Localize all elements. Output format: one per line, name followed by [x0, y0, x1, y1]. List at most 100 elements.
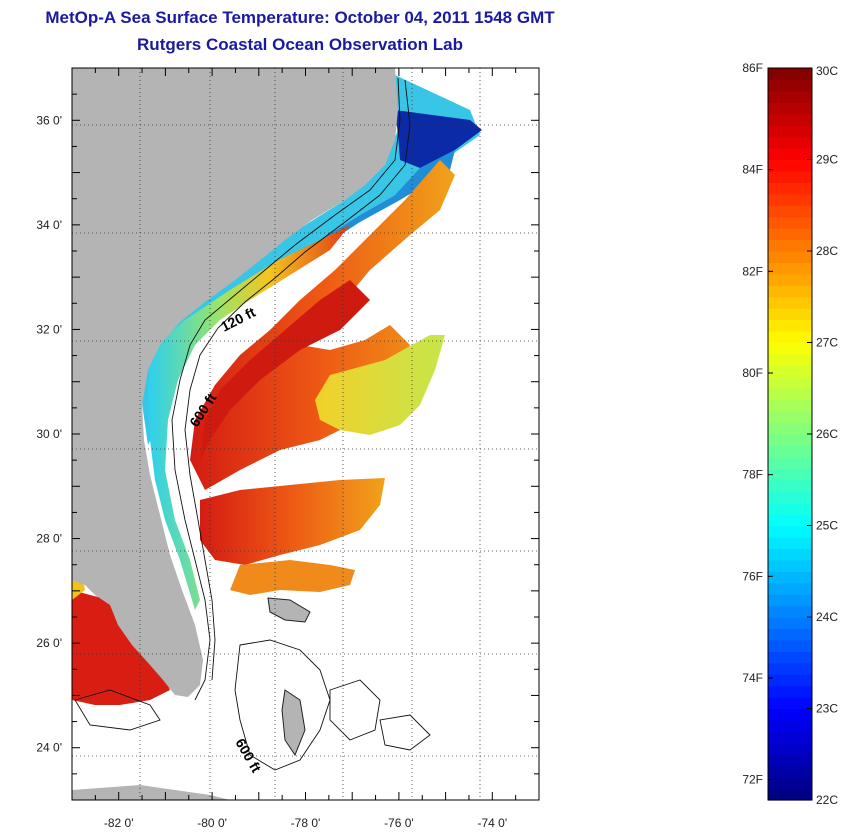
colorbar-band [768, 308, 812, 321]
sst-shelf-band [148, 225, 350, 610]
colorbar-band [768, 617, 812, 630]
colorbar-band [768, 479, 812, 492]
colorbar-fahrenheit-label: 72F [742, 773, 763, 787]
colorbar-band [768, 90, 812, 103]
colorbar-band [768, 788, 812, 801]
lat-tick-label: 24 0' [36, 741, 62, 755]
colorbar-band [768, 193, 812, 206]
colorbar-band [768, 777, 812, 790]
colorbar-band [768, 136, 812, 149]
lat-tick-label: 32 0' [36, 322, 62, 336]
colorbar-band [768, 742, 812, 755]
colorbar-band [768, 170, 812, 183]
colorbar-band [768, 559, 812, 572]
colorbar-band [768, 353, 812, 366]
colorbar-band [768, 422, 812, 435]
colorbar-celsius-label: 28C [816, 244, 838, 258]
colorbar-band [768, 102, 812, 115]
land-cuba [72, 785, 230, 800]
colorbar-band [768, 399, 812, 412]
map-subtitle: Rutgers Coastal Ocean Observation Lab [137, 35, 463, 54]
colorbar-celsius-label: 29C [816, 153, 838, 167]
colorbar-band [768, 331, 812, 344]
lat-tick-label: 28 0' [36, 532, 62, 546]
land-southeast-us [72, 68, 398, 697]
lat-tick-label: 36 0' [36, 113, 62, 127]
colorbar-band [768, 319, 812, 332]
colorbar-band [768, 216, 812, 229]
colorbar-band [768, 456, 812, 469]
colorbar-band [768, 79, 812, 92]
colorbar-band [768, 765, 812, 778]
lon-tick-label: -78 0' [291, 816, 321, 830]
lat-tick-label: 30 0' [36, 427, 62, 441]
colorbar-band [768, 296, 812, 309]
colorbar-band [768, 228, 812, 241]
colorbar-band [768, 548, 812, 561]
colorbar-band [768, 731, 812, 744]
colorbar-band [768, 468, 812, 481]
colorbar-band [768, 651, 812, 664]
colorbar-celsius-label: 25C [816, 519, 838, 533]
colorbar-band [768, 251, 812, 264]
colorbar-band [768, 205, 812, 218]
colorbar-band [768, 502, 812, 515]
colorbar-band [768, 685, 812, 698]
colorbar-celsius-label: 27C [816, 336, 838, 350]
colorbar-band [768, 639, 812, 652]
colorbar-band [768, 434, 812, 447]
colorbar-band [768, 662, 812, 675]
colorbar-band [768, 491, 812, 504]
contour-keys [74, 689, 161, 731]
colorbar-band [768, 674, 812, 687]
lat-tick-label: 26 0' [36, 636, 62, 650]
colorbar-fahrenheit-label: 76F [742, 569, 763, 583]
colorbar-band [768, 754, 812, 767]
colorbar-fahrenheit-label: 74F [742, 671, 763, 685]
colorbar-band [768, 159, 812, 172]
colorbar-band [768, 628, 812, 641]
lon-tick-label: -76 0' [384, 816, 414, 830]
colorbar-band [768, 148, 812, 161]
lon-tick-label: -80 0' [197, 816, 227, 830]
land-bahamas [267, 597, 311, 623]
colorbar-band [768, 239, 812, 252]
colorbar-band [768, 113, 812, 126]
colorbar-band [768, 536, 812, 549]
lon-tick-label: -82 0' [104, 816, 134, 830]
sst-gulf-of-mexico [72, 590, 170, 705]
contour-120ft [171, 77, 401, 701]
colorbar-band [768, 582, 812, 595]
colorbar-celsius-label: 24C [816, 610, 838, 624]
sst-coastal-cool-band [140, 75, 480, 445]
colorbar-celsius-label: 23C [816, 702, 838, 716]
sst-offshore-plume [315, 335, 445, 435]
colorbar-band [768, 285, 812, 298]
colorbar-band [768, 697, 812, 710]
map-title: MetOp-A Sea Surface Temperature: October… [45, 8, 555, 27]
colorbar-band [768, 273, 812, 286]
colorbar-band [768, 262, 812, 275]
colorbar-band [768, 411, 812, 424]
sst-cold-pocket [395, 110, 482, 168]
colorbar-band [768, 571, 812, 584]
lat-tick-label: 34 0' [36, 218, 62, 232]
colorbar-band [768, 365, 812, 378]
colorbar-bands [768, 68, 812, 801]
colorbar-band [768, 514, 812, 527]
colorbar-band [768, 594, 812, 607]
land-andros [281, 689, 306, 757]
colorbar-fahrenheit-label: 82F [742, 264, 763, 278]
sst-straits-band [230, 560, 355, 595]
colorbar-fahrenheit-label: 78F [742, 468, 763, 482]
colorbar-band [768, 182, 812, 195]
colorbar-band [768, 445, 812, 458]
sst-cool-transition [285, 150, 455, 262]
colorbar-band [768, 342, 812, 355]
colorbar-band [768, 708, 812, 721]
colorbar-fahrenheit-label: 86F [742, 61, 763, 75]
colorbar-fahrenheit-label: 80F [742, 366, 763, 380]
colorbar-celsius-label: 30C [816, 64, 838, 78]
